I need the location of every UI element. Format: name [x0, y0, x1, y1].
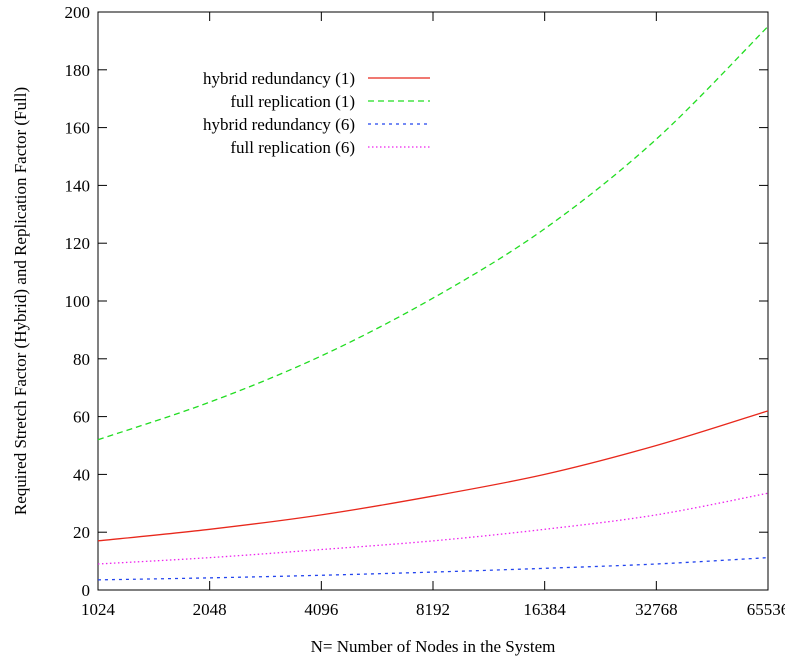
- series-group: [97, 25, 769, 581]
- y-axis-label: Required Stretch Factor (Hybrid) and Rep…: [11, 87, 30, 515]
- x-tick-label: 4096: [304, 600, 338, 619]
- x-tick-label: 8192: [416, 600, 450, 619]
- plot-frame: [97, 11, 769, 591]
- y-tick-label: 120: [65, 234, 91, 253]
- y-tick-label: 0: [82, 581, 91, 600]
- y-tick-label: 160: [65, 119, 91, 138]
- y-axis-ticks: 0 20 40 60 80 100 120 140 160 180 200: [65, 3, 768, 600]
- x-axis-label: N= Number of Nodes in the System: [311, 637, 556, 656]
- x-tick-label: 2048: [193, 600, 227, 619]
- series-line-4: [97, 492, 769, 565]
- legend-label-4: full replication (6): [230, 138, 355, 157]
- series-line-2: [97, 25, 769, 441]
- y-tick-label: 200: [65, 3, 91, 22]
- y-tick-label: 140: [65, 176, 91, 195]
- x-tick-label: 65536: [747, 600, 785, 619]
- legend: hybrid redundancy (1) full replication (1…: [203, 69, 430, 157]
- x-tick-label: 1024: [81, 600, 116, 619]
- series-line-3: [97, 556, 769, 581]
- legend-label-3: hybrid redundancy (6): [203, 115, 355, 134]
- y-tick-label: 40: [73, 465, 90, 484]
- x-tick-label: 32768: [635, 600, 678, 619]
- y-tick-label: 100: [65, 292, 91, 311]
- y-tick-label: 60: [73, 408, 90, 427]
- y-tick-label: 80: [73, 350, 90, 369]
- series-line-1: [97, 410, 769, 542]
- y-tick-label: 20: [73, 523, 90, 542]
- x-tick-label: 16384: [523, 600, 566, 619]
- y-tick-label: 180: [65, 61, 91, 80]
- legend-label-2: full replication (1): [230, 92, 355, 111]
- x-axis-ticks: 1024 2048 4096 8192 16384 32768 65536: [81, 12, 785, 619]
- legend-label-1: hybrid redundancy (1): [203, 69, 355, 88]
